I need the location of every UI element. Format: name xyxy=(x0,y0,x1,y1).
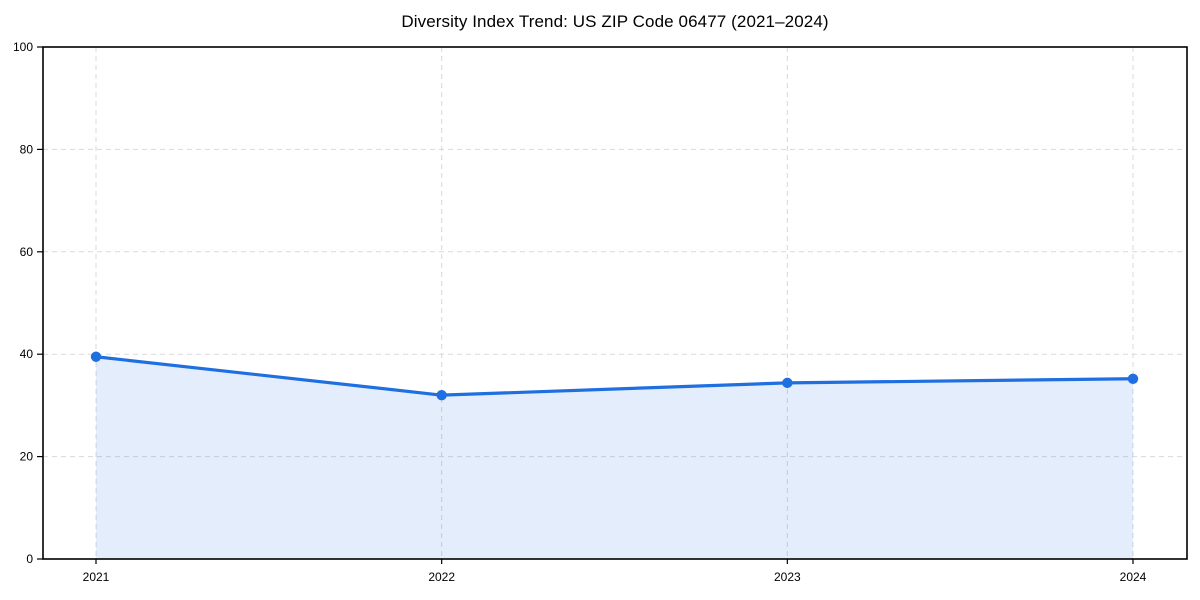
y-tick-label: 80 xyxy=(20,142,34,156)
data-point-marker xyxy=(436,389,447,401)
plot-border xyxy=(42,46,1188,560)
data-point-marker xyxy=(782,377,793,389)
area-fill xyxy=(96,356,1133,559)
data-point-marker xyxy=(90,351,102,362)
y-tick-label: 100 xyxy=(13,40,33,54)
y-tick-label: 40 xyxy=(20,347,34,361)
data-point-marker xyxy=(1127,373,1139,384)
y-tick-label: 60 xyxy=(20,245,34,259)
x-tick-label: 2024 xyxy=(1120,570,1147,584)
x-tick-label: 2022 xyxy=(428,570,455,584)
chart-title: Diversity Index Trend: US ZIP Code 06477… xyxy=(401,12,829,31)
y-tick-label: 20 xyxy=(20,450,34,464)
y-tick-label: 0 xyxy=(26,552,33,566)
x-tick-label: 2023 xyxy=(774,570,801,584)
x-tick-label: 2021 xyxy=(83,570,110,584)
trend-line xyxy=(94,355,1135,397)
